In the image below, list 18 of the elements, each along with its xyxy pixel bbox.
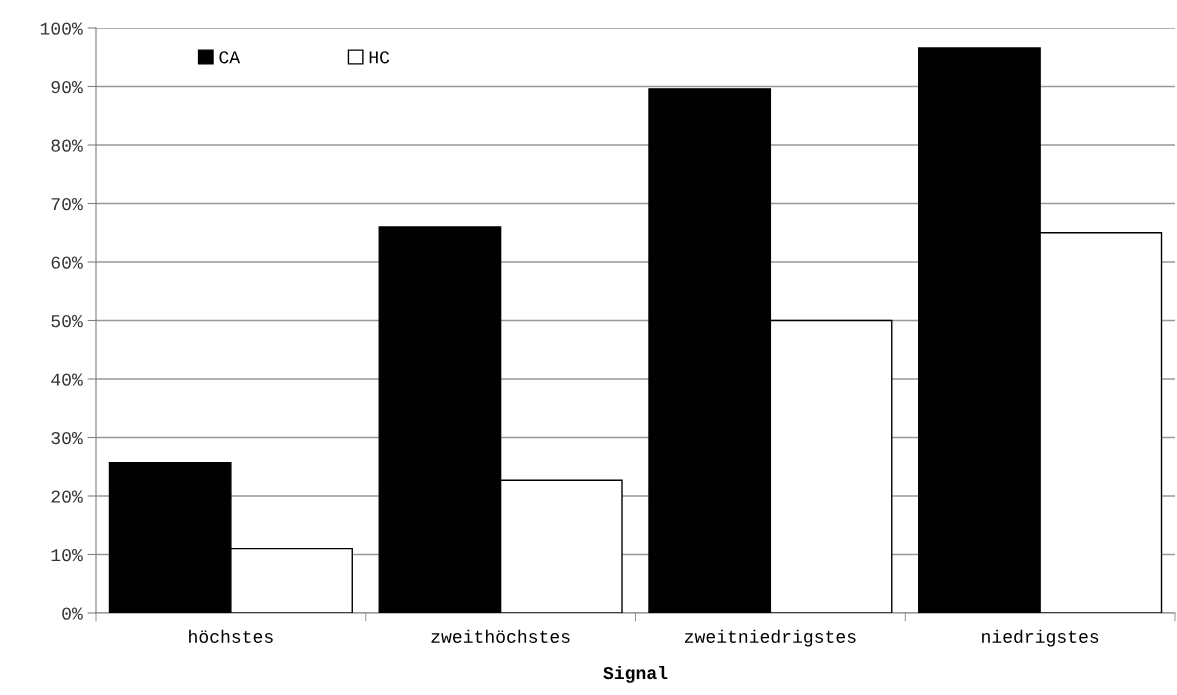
y-tick-label: 30% — [51, 431, 83, 445]
x-axis-title: Signal — [603, 665, 668, 683]
y-tick-label: 60% — [51, 256, 83, 269]
y-tick-label: 10% — [51, 548, 83, 562]
y-tick-label: 100% — [40, 22, 83, 35]
y-tick-label: 90% — [51, 80, 83, 94]
y-tick-label: 50% — [51, 314, 83, 328]
legend-label: CA — [219, 51, 241, 64]
y-tick-label: 80% — [51, 139, 83, 152]
y-tick-label: 40% — [51, 373, 83, 386]
x-tick-label: höchstes — [189, 629, 273, 643]
legend-label: HC — [369, 51, 390, 64]
y-tick-label: 20% — [51, 490, 83, 503]
x-tick-label: zweitniedrigstes — [684, 629, 856, 647]
y-tick-label: 0% — [62, 607, 83, 620]
x-tick-label: zweithöchstes — [431, 629, 570, 643]
y-tick-label: 70% — [51, 197, 83, 211]
x-tick-label: niedrigstes — [982, 629, 1099, 647]
